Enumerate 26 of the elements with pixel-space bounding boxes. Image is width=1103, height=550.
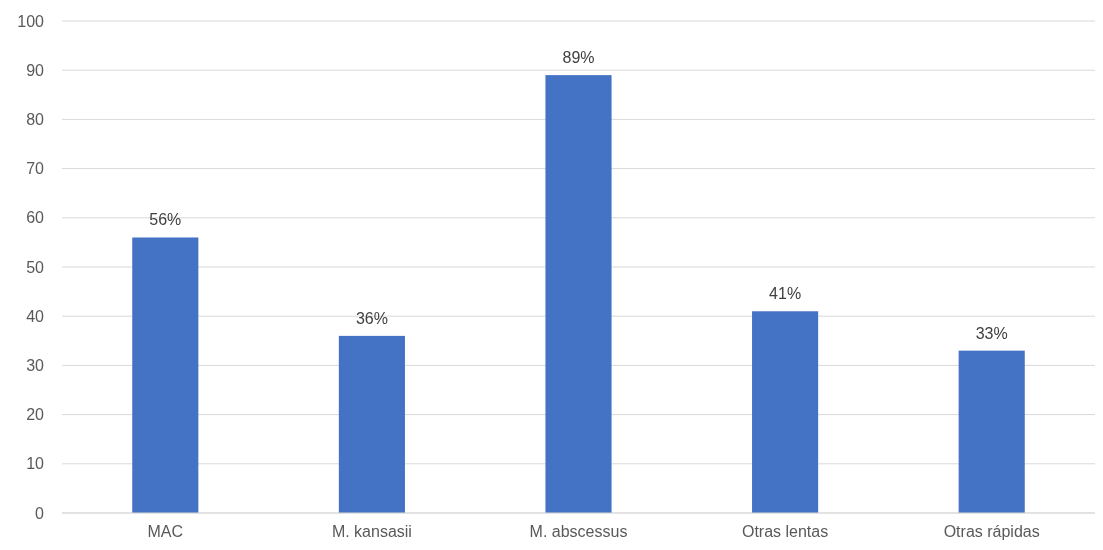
x-tick-label: M. kansasii [331, 523, 412, 540]
y-tick-label: 40 [26, 307, 45, 325]
x-tick-label: Otras lentas [741, 523, 829, 540]
y-tick-label: 100 [17, 12, 45, 30]
y-tick-label: 0 [35, 504, 45, 522]
bar [545, 75, 612, 513]
y-tick-label: 30 [26, 357, 45, 374]
data-label: 41% [769, 285, 802, 303]
y-tick-label: 20 [26, 406, 45, 424]
data-label: 89% [562, 49, 595, 67]
data-label: 36% [355, 309, 388, 327]
y-tick-label: 50 [26, 258, 45, 276]
x-tick-label: MAC [147, 523, 184, 540]
bar [338, 335, 405, 513]
y-tick-label: 80 [26, 111, 45, 128]
data-label: 56% [149, 211, 182, 229]
y-tick-label: 90 [26, 61, 45, 79]
bar [752, 311, 819, 513]
y-tick-label: 10 [26, 455, 45, 473]
x-tick-label: Otras rápidas [943, 523, 1040, 540]
y-tick-label: 60 [26, 209, 45, 227]
y-tick-label: 70 [26, 160, 45, 178]
bar [958, 350, 1025, 513]
bar [132, 237, 199, 513]
x-tick-label: M. abscessus [529, 523, 628, 540]
data-label: 33% [975, 324, 1008, 342]
